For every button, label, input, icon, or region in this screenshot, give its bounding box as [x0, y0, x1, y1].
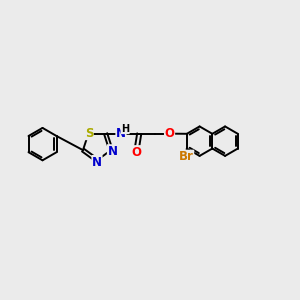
Text: S: S: [85, 127, 93, 140]
Text: Br: Br: [179, 150, 194, 163]
Text: H: H: [121, 124, 129, 134]
Text: O: O: [164, 127, 175, 140]
Text: N: N: [116, 127, 126, 140]
Text: O: O: [132, 146, 142, 159]
Text: N: N: [107, 145, 118, 158]
Text: N: N: [92, 156, 102, 169]
